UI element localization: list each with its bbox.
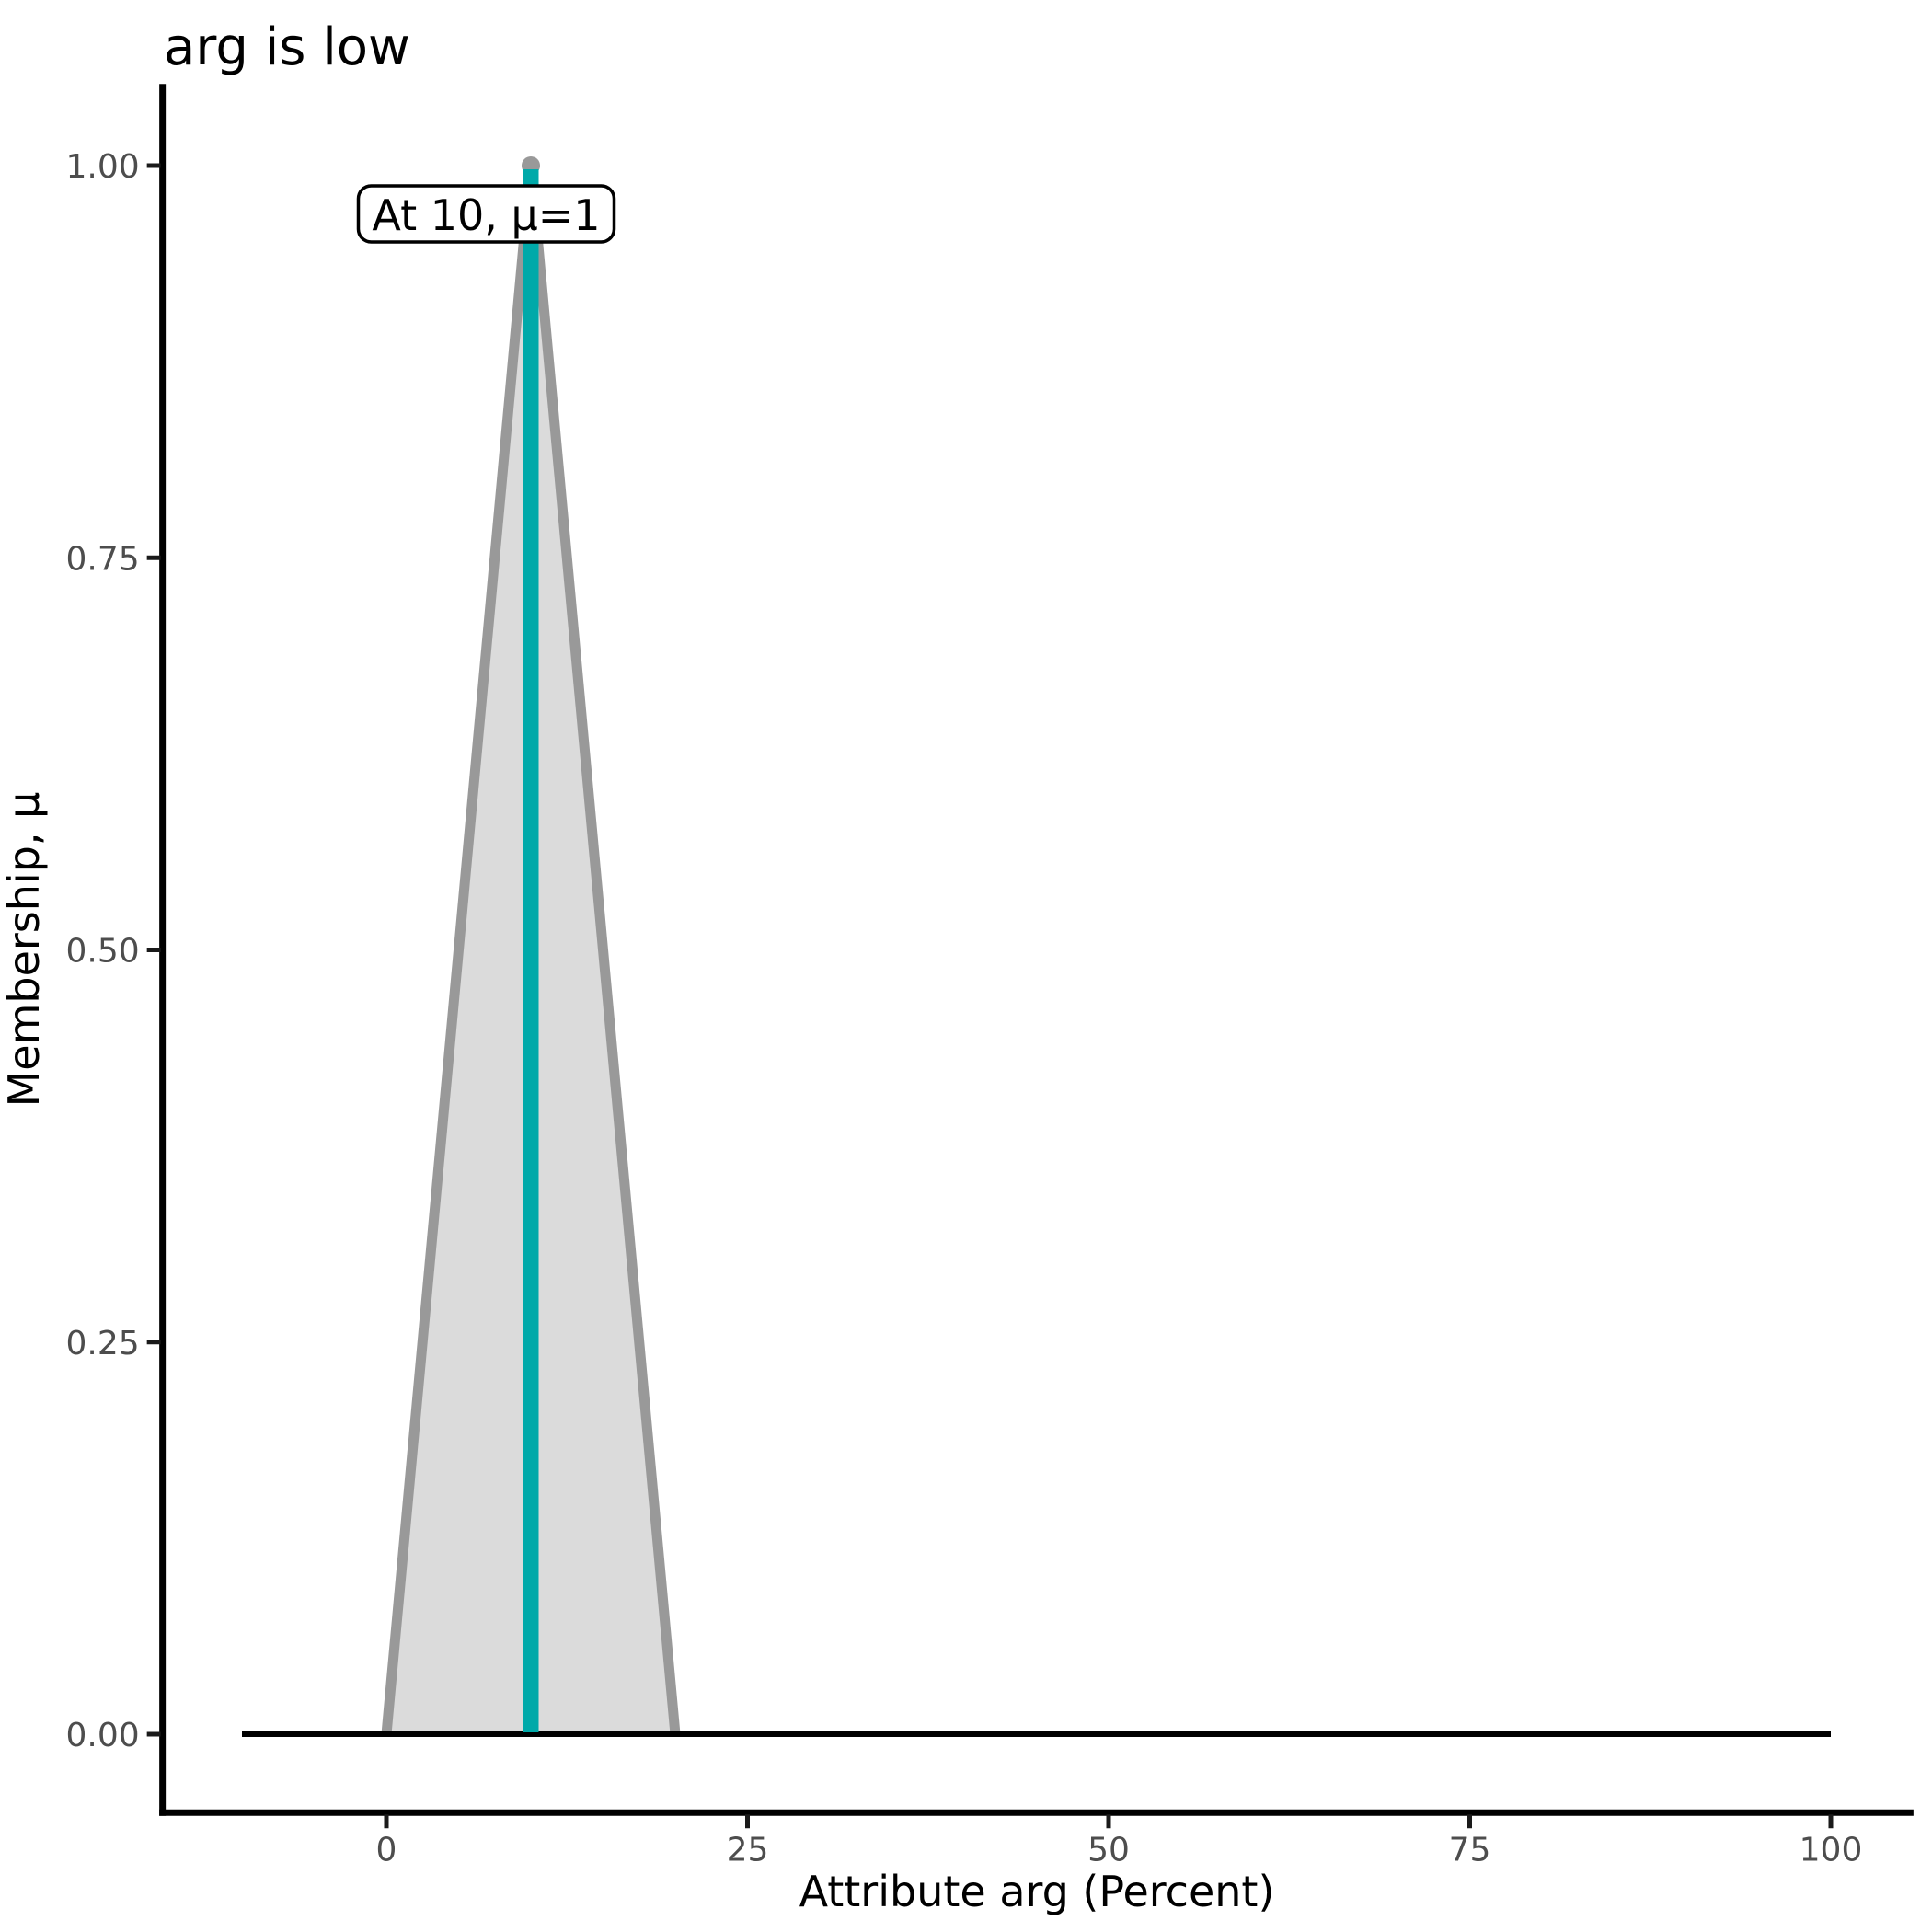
x-axis-tick-label: 75 (1449, 1831, 1491, 1869)
x-axis-tick-label: 100 (1800, 1831, 1863, 1869)
annotation-box (356, 184, 616, 244)
x-axis-tick-label: 0 (376, 1831, 397, 1869)
x-axis-title: Attribute arg (Percent) (799, 1867, 1275, 1916)
chart-title: arg is low (164, 17, 410, 77)
y-axis-tick-label: 0.50 (65, 933, 139, 971)
y-axis-tick-label: 1.00 (65, 148, 139, 186)
y-axis-tick-label: 0.00 (65, 1717, 139, 1754)
y-axis-ticks: 0.00 0.25 0.50 0.75 1.00 (65, 148, 161, 1754)
y-axis-title: Membership, μ (0, 792, 49, 1108)
x-axis-tick-label: 50 (1087, 1831, 1130, 1869)
y-axis-tick-label: 0.75 (65, 540, 139, 578)
annotation-text: At 10, μ=1 (372, 190, 600, 240)
x-axis-tick-label: 25 (727, 1831, 769, 1869)
x-axis-ticks: 0 25 50 75 100 (376, 1814, 1863, 1869)
annotation-label: At 10, μ=1 (356, 184, 616, 244)
y-axis-tick-label: 0.25 (65, 1325, 139, 1363)
